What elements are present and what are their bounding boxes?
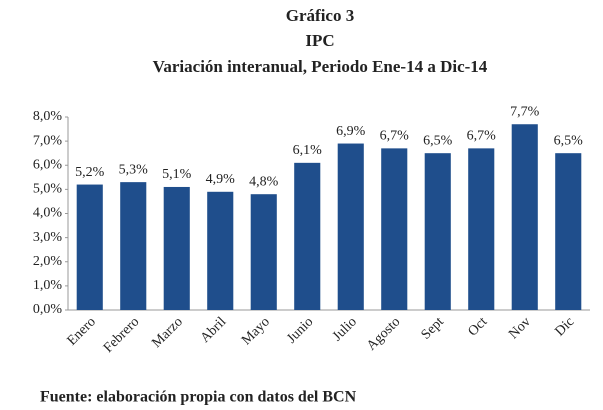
value-label: 4,9%	[206, 172, 236, 187]
bar	[250, 194, 277, 310]
bar	[381, 148, 408, 310]
x-tick-label: Febrero	[101, 314, 142, 355]
bar	[468, 148, 495, 310]
x-tick-label: Sept	[419, 314, 447, 342]
bar	[337, 143, 364, 310]
y-tick-label: 4,0%	[33, 206, 63, 221]
x-tick-label: Dic	[552, 314, 577, 339]
chart-title: IPC	[305, 31, 334, 50]
value-label: 6,7%	[467, 129, 497, 144]
x-tick-label: Enero	[65, 314, 99, 348]
x-tick-label: Julio	[330, 314, 360, 344]
y-tick-label: 1,0%	[33, 278, 63, 293]
y-tick-label: 8,0%	[33, 109, 63, 124]
value-label: 7,7%	[510, 104, 540, 119]
value-label: 6,7%	[380, 129, 410, 144]
value-label: 6,9%	[336, 124, 366, 139]
value-label: 6,5%	[554, 133, 584, 148]
y-tick-label: 3,0%	[33, 230, 63, 245]
bar	[424, 153, 451, 310]
x-tick-label: Agosto	[364, 314, 403, 353]
bar	[555, 153, 582, 310]
bar	[511, 124, 538, 310]
value-label: 6,1%	[293, 143, 323, 158]
bar	[163, 186, 190, 310]
source-note: Fuente: elaboración propia con datos del…	[40, 389, 357, 406]
chart-title: Variación interanual, Periodo Ene-14 a D…	[153, 57, 488, 76]
x-tick-label: Oct	[465, 314, 490, 339]
bar	[120, 182, 147, 310]
y-tick-label: 0,0%	[33, 302, 63, 317]
y-tick-label: 2,0%	[33, 254, 63, 269]
bar	[207, 191, 234, 310]
y-tick-label: 7,0%	[33, 133, 63, 148]
chart-title: Gráfico 3	[286, 6, 354, 25]
x-tick-label: Abril	[198, 314, 230, 346]
bar	[294, 162, 321, 310]
x-tick-label: Marzo	[149, 314, 185, 350]
y-tick-label: 5,0%	[33, 182, 63, 197]
y-tick-label: 6,0%	[33, 157, 63, 172]
value-label: 5,2%	[75, 165, 105, 180]
x-tick-label: Junio	[284, 314, 316, 346]
value-label: 5,3%	[119, 162, 149, 177]
x-tick-label: Nov	[506, 314, 534, 342]
value-label: 6,5%	[423, 133, 453, 148]
value-label: 4,8%	[249, 174, 279, 189]
bar	[76, 184, 103, 310]
x-tick-label: Mayo	[239, 314, 273, 348]
value-label: 5,1%	[162, 167, 192, 182]
